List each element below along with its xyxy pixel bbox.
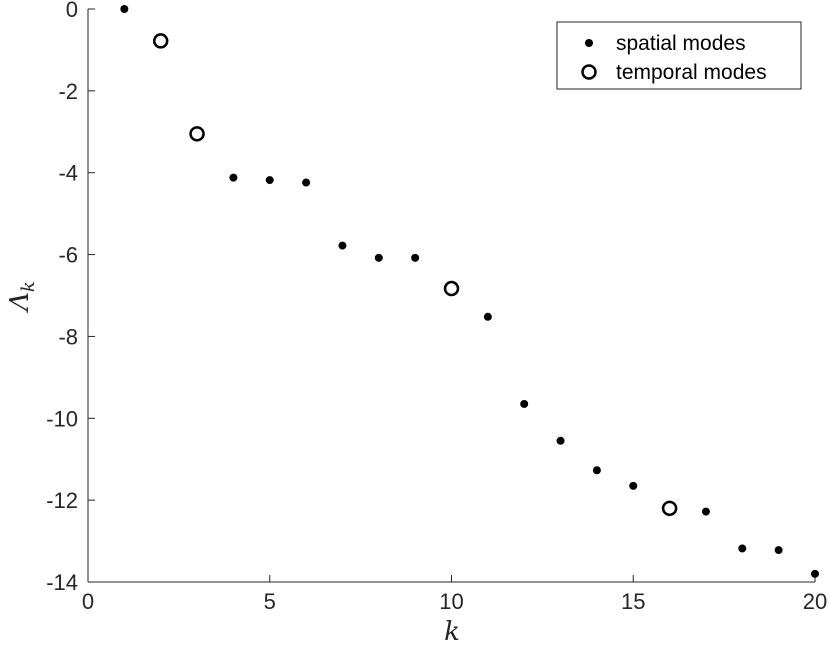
y-tick-label: -4 [58, 161, 78, 186]
spatial-mode-point [411, 253, 420, 262]
spatial-mode-point [774, 546, 783, 555]
ticks: 0 5 10 15 20 0 -2 -4 -6 -8 -10 -12 -14 [46, 0, 827, 614]
spatial-mode-point [265, 176, 274, 185]
legend-label-spatial-modes: spatial modes [616, 32, 746, 55]
spatial-mode-point [592, 466, 601, 475]
y-tick-label: -10 [46, 406, 78, 431]
y-tick-label: -8 [58, 324, 78, 349]
legend-box [556, 21, 802, 90]
spatial-mode-point [629, 481, 638, 490]
y-tick-label: 0 [66, 0, 78, 22]
x-tick-label: 15 [621, 589, 645, 614]
x-tick-label: 0 [82, 589, 94, 614]
temporal-mode-point [661, 500, 678, 517]
x-tick-label: 5 [264, 589, 276, 614]
legend: spatial modes temporal modes [556, 21, 802, 90]
spatial-mode-point [701, 507, 710, 516]
y-axis-label-main: Λ [5, 292, 35, 313]
temporal-mode-point [443, 280, 460, 297]
legend-label-temporal-modes: temporal modes [616, 61, 767, 84]
spatial-mode-point [338, 241, 347, 250]
spatial-mode-point [229, 173, 238, 182]
temporal-mode-point [189, 126, 205, 142]
spatial-mode-point [811, 569, 819, 578]
spatial-mode-point [556, 436, 565, 445]
spatial-mode-point [520, 399, 529, 408]
x-axis-label: k [444, 617, 460, 647]
spatial-mode-point [738, 544, 747, 553]
y-tick-label: -6 [58, 243, 78, 268]
spatial-mode-point [374, 253, 383, 262]
y-tick-label: -14 [46, 570, 78, 595]
spatial-mode-point [302, 178, 311, 187]
y-axis-label-subscript: k [18, 281, 39, 292]
y-tick-label: -2 [58, 79, 78, 104]
temporal-mode-point [152, 33, 169, 49]
legend-marker-temporal-modes [581, 64, 597, 80]
y-tick-label: -12 [46, 488, 78, 513]
spatial-mode-point [120, 5, 129, 13]
spatial-mode-point [483, 312, 492, 321]
y-axis-label: Λk [5, 281, 39, 313]
data-points [120, 5, 819, 578]
legend-marker-spatial-modes [585, 39, 593, 47]
x-tick-label: 20 [803, 589, 827, 614]
x-tick-label: 10 [439, 589, 463, 614]
